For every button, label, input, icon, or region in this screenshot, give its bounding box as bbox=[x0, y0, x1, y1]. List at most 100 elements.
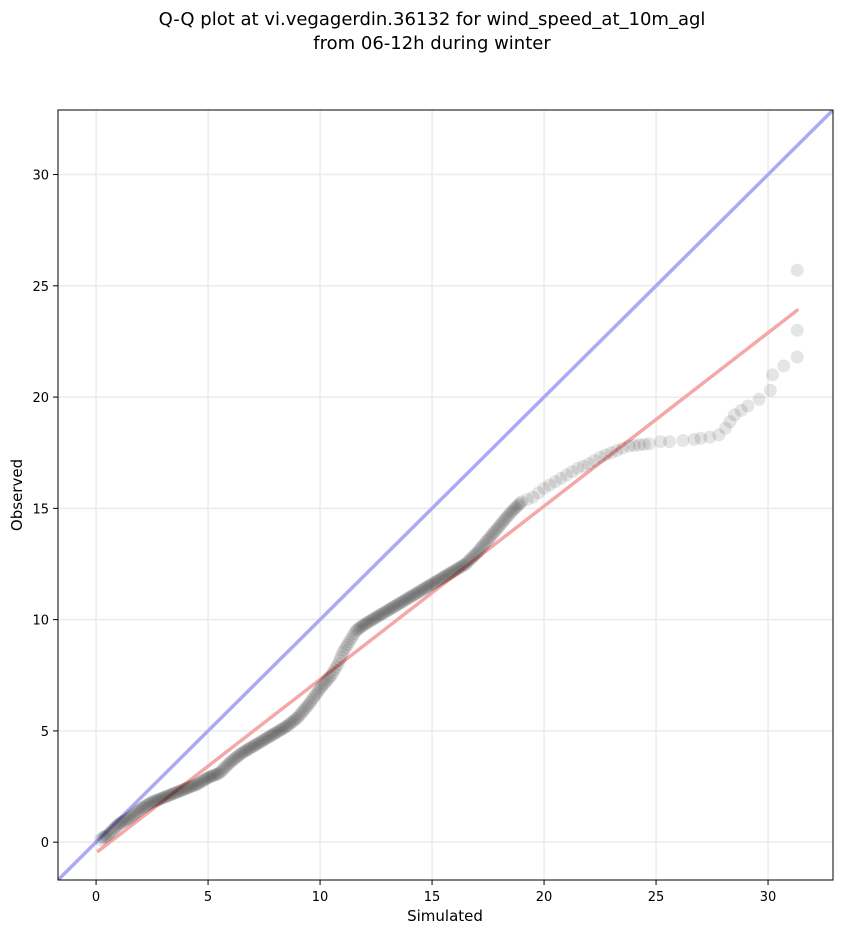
chart-subtitle: from 06-12h during winter bbox=[313, 33, 551, 54]
data-point bbox=[481, 533, 495, 546]
data-point bbox=[409, 587, 423, 601]
data-point bbox=[456, 559, 469, 573]
data-point bbox=[513, 496, 527, 510]
data-point bbox=[364, 613, 378, 627]
data-point bbox=[296, 705, 309, 719]
data-point bbox=[124, 809, 138, 823]
data-point bbox=[145, 795, 159, 809]
data-point bbox=[694, 431, 708, 445]
data-point bbox=[414, 584, 428, 598]
data-point bbox=[478, 536, 492, 550]
data-point bbox=[352, 622, 366, 635]
data-point bbox=[217, 761, 231, 775]
data-point bbox=[235, 746, 249, 760]
data-point bbox=[599, 448, 613, 462]
data-point bbox=[344, 632, 358, 646]
data-point bbox=[526, 490, 540, 504]
data-point bbox=[582, 457, 596, 471]
data-point bbox=[350, 623, 364, 637]
data-point bbox=[400, 592, 413, 606]
data-point bbox=[268, 726, 282, 740]
data-point bbox=[374, 608, 388, 621]
data-point bbox=[560, 468, 573, 482]
data-point bbox=[642, 437, 656, 451]
data-point bbox=[470, 546, 484, 560]
data-point bbox=[94, 833, 108, 847]
data-point bbox=[161, 789, 175, 803]
data-point bbox=[376, 607, 389, 621]
x-tick-label: 15 bbox=[424, 890, 441, 905]
data-point bbox=[254, 735, 268, 749]
data-point bbox=[464, 552, 477, 566]
x-tick-label: 10 bbox=[312, 890, 329, 905]
data-point bbox=[515, 495, 529, 509]
data-point bbox=[457, 558, 471, 572]
data-point bbox=[433, 572, 447, 586]
data-point bbox=[392, 597, 405, 611]
data-point bbox=[116, 815, 130, 828]
data-point bbox=[398, 593, 412, 607]
data-point bbox=[752, 392, 766, 406]
data-point bbox=[297, 703, 311, 717]
data-point bbox=[118, 814, 132, 827]
data-point bbox=[512, 498, 525, 512]
data-point bbox=[163, 788, 177, 802]
data-point bbox=[203, 770, 217, 784]
data-point bbox=[489, 523, 503, 537]
data-point bbox=[412, 585, 426, 599]
data-point bbox=[654, 435, 667, 449]
data-point bbox=[723, 415, 737, 429]
data-point bbox=[109, 820, 122, 834]
data-point bbox=[187, 779, 201, 793]
data-point bbox=[333, 653, 346, 667]
data-point bbox=[155, 791, 169, 805]
data-point bbox=[571, 461, 585, 475]
data-point bbox=[403, 590, 417, 604]
fit-line bbox=[96, 308, 799, 853]
data-point bbox=[102, 827, 116, 841]
data-point bbox=[438, 569, 452, 583]
data-point bbox=[480, 534, 493, 548]
data-point bbox=[452, 561, 466, 575]
data-point bbox=[554, 471, 568, 485]
data-point bbox=[331, 657, 345, 671]
data-point bbox=[270, 725, 284, 739]
data-point bbox=[265, 728, 279, 742]
data-point bbox=[97, 830, 111, 844]
data-point bbox=[492, 519, 506, 533]
data-point bbox=[341, 638, 354, 652]
plot-frame bbox=[57, 109, 834, 881]
data-point bbox=[233, 747, 247, 761]
data-point bbox=[472, 544, 485, 558]
data-point bbox=[734, 403, 748, 417]
data-point bbox=[499, 512, 513, 525]
data-point bbox=[440, 568, 453, 582]
data-point bbox=[347, 627, 361, 640]
data-point bbox=[436, 570, 450, 584]
data-point bbox=[169, 786, 183, 800]
data-point bbox=[448, 564, 461, 578]
data-point bbox=[208, 768, 221, 782]
data-point bbox=[719, 421, 732, 435]
data-point bbox=[211, 767, 225, 781]
x-axis: 0 5 10 15 20 25 30 bbox=[92, 880, 776, 905]
data-point bbox=[201, 771, 215, 785]
data-point bbox=[171, 785, 185, 799]
data-point bbox=[168, 786, 181, 800]
data-point bbox=[324, 668, 338, 682]
data-point bbox=[219, 760, 233, 774]
data-point bbox=[356, 618, 370, 632]
data-point bbox=[206, 769, 220, 783]
data-point bbox=[497, 513, 511, 527]
data-point bbox=[385, 601, 399, 615]
data-point bbox=[99, 829, 113, 843]
data-point bbox=[244, 740, 258, 754]
data-point bbox=[275, 722, 289, 736]
data-point bbox=[323, 670, 337, 684]
data-point bbox=[411, 586, 425, 600]
data-point bbox=[249, 738, 263, 752]
data-point bbox=[741, 399, 755, 413]
data-point bbox=[428, 575, 442, 589]
data-point bbox=[355, 619, 369, 633]
data-point bbox=[449, 563, 463, 577]
